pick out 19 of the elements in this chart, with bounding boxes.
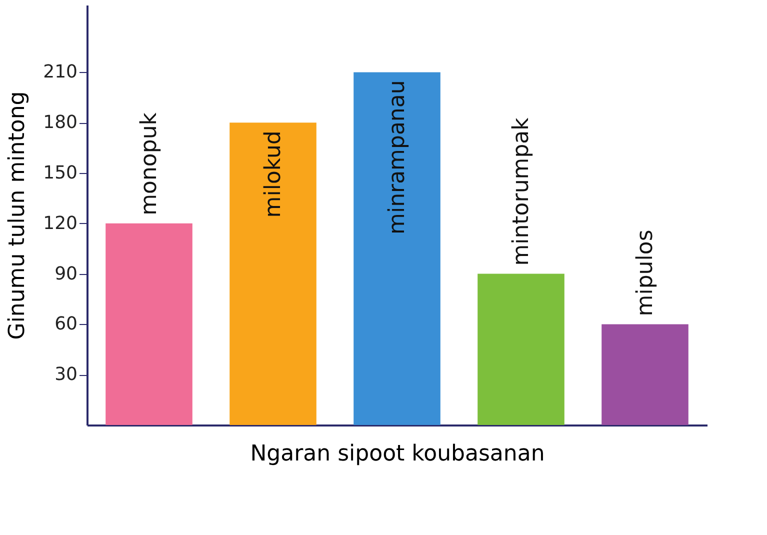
- bar: [478, 274, 564, 425]
- y-tick-label: 120: [43, 212, 78, 234]
- y-tick-label: 180: [43, 112, 78, 134]
- x-tick-label: mipulos: [633, 230, 658, 316]
- y-tick-label: 30: [54, 364, 78, 386]
- bar: [354, 72, 440, 425]
- bar: [106, 223, 192, 425]
- y-tick-label: 90: [54, 263, 78, 284]
- y-tick-label: 150: [43, 162, 78, 184]
- x-tick-label: monopuk: [137, 112, 162, 216]
- bar: [602, 324, 688, 425]
- x-tick-label: milokud: [261, 130, 286, 218]
- y-tick-label: 60: [54, 314, 78, 335]
- x-axis-title: Ngaran sipoot koubasanan: [250, 442, 545, 466]
- x-tick-label: mintorumpak: [509, 117, 534, 266]
- y-tick-label: 210: [43, 62, 78, 83]
- x-tick-label: minrampanau: [385, 80, 410, 234]
- bar: [230, 122, 316, 425]
- y-axis-title: Ginumu tulun mintong: [5, 91, 30, 340]
